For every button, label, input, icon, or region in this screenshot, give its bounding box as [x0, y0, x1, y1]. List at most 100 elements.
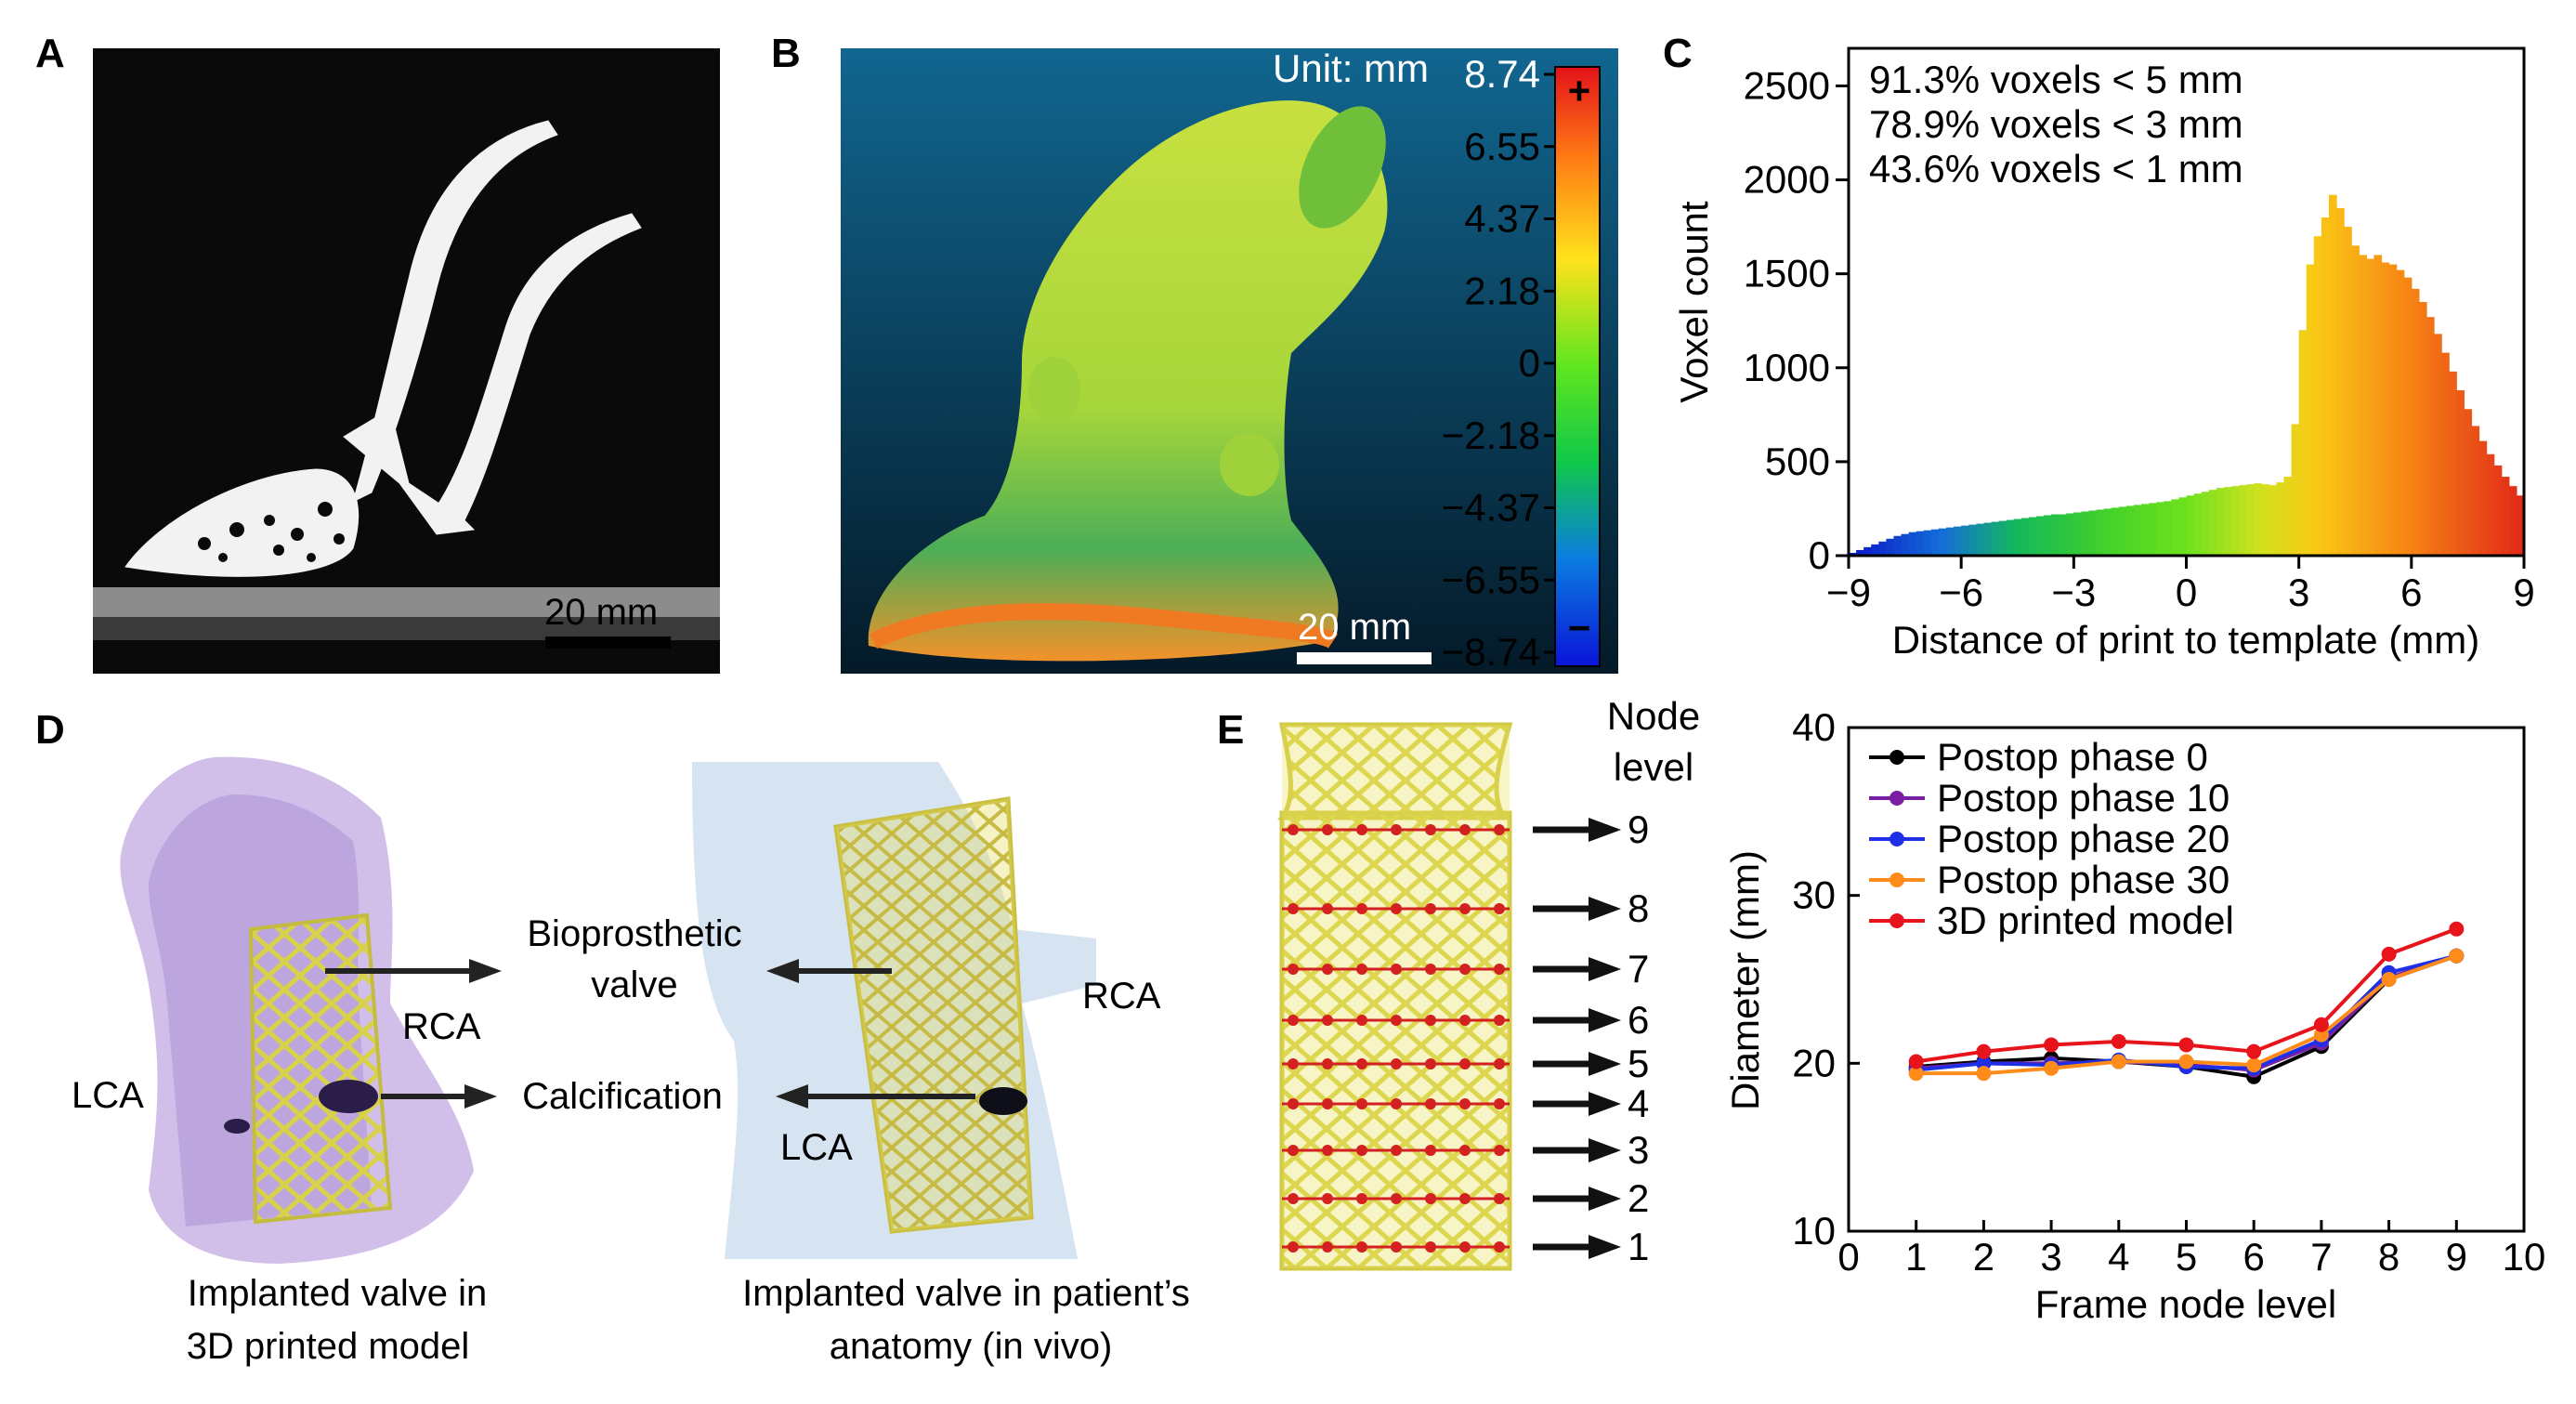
histogram-bar: [1938, 528, 1947, 556]
series-point: [1908, 1054, 1924, 1069]
histogram-y-tick-label: 1500: [1744, 252, 1830, 295]
colorbar-tick-label: 8.74: [1464, 52, 1540, 96]
histogram-y-tick-label: 500: [1765, 440, 1830, 483]
histogram-bar: [2044, 515, 2052, 556]
series-point: [2111, 1054, 2126, 1069]
histogram-bar: [2426, 317, 2435, 556]
histogram-bar: [1923, 530, 1932, 556]
histogram-annotation-1: 91.3% voxels < 5 mm: [1869, 58, 2243, 101]
histogram-bar: [2516, 495, 2525, 556]
stent-node-dot: [1425, 1145, 1436, 1156]
histogram-x-tick-label: 6: [2400, 571, 2422, 614]
histogram-bar: [2434, 334, 2442, 556]
histogram-bar: [2246, 484, 2255, 556]
histogram-bar: [1946, 527, 1955, 556]
stent-node-dot: [1356, 1145, 1367, 1156]
series-point: [2111, 1033, 2126, 1049]
line-x-tick-label: 0: [1837, 1235, 1859, 1279]
legend-marker: [1890, 873, 1904, 887]
histogram-bar: [1954, 526, 1962, 556]
label-rca-left: RCA: [402, 1006, 481, 1047]
histogram-bar: [2013, 518, 2022, 556]
stent-node-dot: [1425, 964, 1436, 975]
stent-node-dot: [1288, 1015, 1299, 1026]
histogram-bar: [1930, 529, 1940, 556]
stent-node-lines: [1282, 824, 1510, 1253]
stent-node-dot: [1288, 824, 1299, 835]
histogram-bar: [2125, 505, 2135, 556]
node-arrow-head: [1589, 1235, 1621, 1259]
legend-label: 3D printed model: [1937, 899, 2234, 942]
histogram-x-tick-label: 3: [2288, 571, 2309, 614]
colorbar-tick-label: −8.74: [1442, 630, 1540, 674]
colorbar: [1554, 66, 1601, 667]
line-x-tick-label: 5: [2176, 1235, 2197, 1279]
histogram-bar: [2351, 245, 2360, 556]
histogram-x-tick-label: −3: [2051, 571, 2096, 614]
panel-letter-e: E: [1217, 707, 1244, 753]
label-bioprosthetic-2: valve: [591, 964, 677, 1005]
histogram-bar: [2381, 262, 2390, 556]
stent-node-dot: [1356, 903, 1367, 914]
stent-node-dot: [1391, 964, 1402, 975]
histogram-bar: [1893, 535, 1903, 556]
node-level-label: 4: [1628, 1082, 1649, 1125]
node-level-label: 1: [1628, 1225, 1649, 1268]
stent-node-dot: [1356, 1015, 1367, 1026]
histogram-bar: [1961, 525, 1969, 556]
node-level-label: 8: [1628, 886, 1649, 930]
histogram-bar: [2478, 440, 2488, 556]
histogram-y-tick-label: 0: [1809, 533, 1830, 577]
histogram-bar: [2336, 207, 2345, 556]
histogram-bar: [2118, 506, 2127, 556]
node-arrow-head: [1589, 1187, 1621, 1211]
legend-marker: [1890, 750, 1904, 765]
histogram-annotation-3: 43.6% voxels < 1 mm: [1869, 147, 2243, 190]
histogram-bar: [2344, 227, 2352, 556]
histogram-bar: [2164, 501, 2172, 556]
line-x-tick-label: 3: [2040, 1235, 2061, 1279]
line-x-tick-label: 8: [2378, 1235, 2399, 1279]
stent-node-dot: [1288, 1058, 1299, 1069]
colorbar-tick-label: 0: [1519, 341, 1540, 385]
histogram-bar: [2388, 264, 2398, 556]
histogram-bar: [2486, 453, 2495, 556]
panel-d: D Bioprosthetic valve: [35, 707, 1190, 1367]
histogram-bar: [1886, 538, 1895, 556]
histogram-bar: [1991, 521, 2000, 556]
series-point: [2178, 1054, 2194, 1069]
stent-node-dot: [1459, 964, 1471, 975]
stent-node-dot: [1494, 1058, 1505, 1069]
panel-letter-c: C: [1663, 31, 1693, 76]
legend-label: Postop phase 0: [1937, 735, 2208, 779]
legend-marker: [1890, 913, 1904, 928]
histogram-x-tick-label: 9: [2513, 571, 2534, 614]
histogram-bar: [2020, 518, 2030, 556]
line-x-tick-label: 6: [2243, 1235, 2265, 1279]
histogram-x-tick-label: −9: [1826, 571, 1871, 614]
node-arrow-head: [1589, 818, 1621, 842]
panel-c: C −9 −6 −3 0 3 6 9 0 500 1000 1500 2000 2500 Distanc…: [1663, 31, 2535, 662]
stent-node-dot: [1356, 1098, 1367, 1109]
histogram-bar: [2396, 269, 2405, 556]
stent-node-dot: [1322, 903, 1333, 914]
series-point: [2178, 1037, 2194, 1053]
ct-porosity: [198, 502, 345, 562]
stent-node-dot: [1494, 824, 1505, 835]
line-chart-axes: 0 1 2 3 4 5 6 7 8 9 10 10 20 30 40: [1792, 705, 2545, 1279]
stent-node-dot: [1322, 1241, 1333, 1253]
line-x-tick-label: 1: [1905, 1235, 1927, 1279]
histogram-bar: [2471, 426, 2480, 556]
stent-node-dot: [1391, 1145, 1402, 1156]
legend-marker: [1890, 791, 1904, 806]
histogram-bar: [1849, 552, 1857, 556]
histogram-x-tick-label: −6: [1939, 571, 1983, 614]
node-header-2: level: [1614, 745, 1693, 789]
legend-marker: [1890, 832, 1904, 846]
stent-node-dot: [1425, 824, 1436, 835]
line-y-tick-label: 10: [1792, 1209, 1836, 1253]
node-arrow-head: [1589, 1138, 1621, 1162]
ct-table-band: [93, 587, 720, 617]
